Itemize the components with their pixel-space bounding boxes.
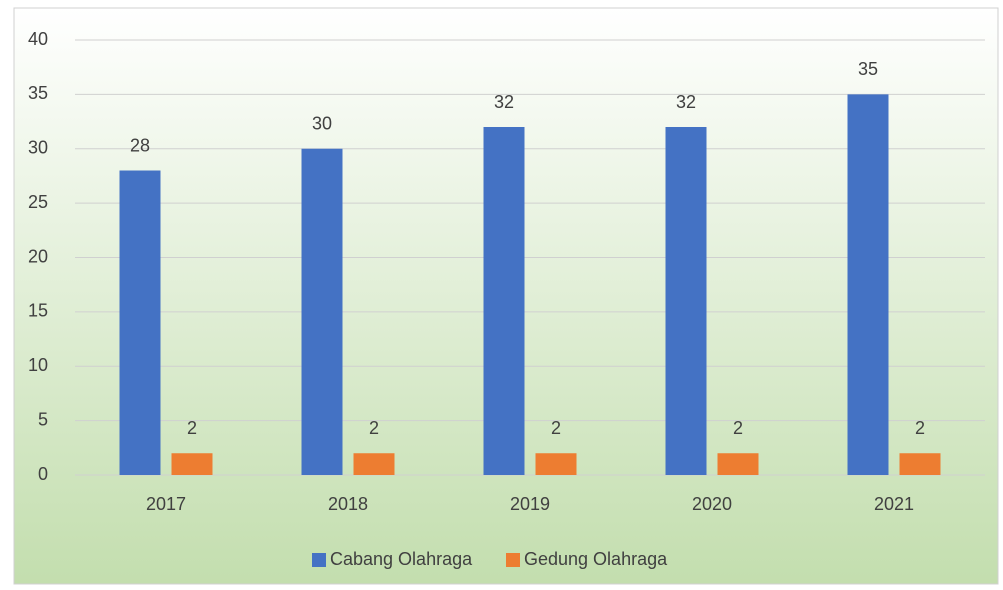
y-tick-label: 20	[28, 246, 48, 266]
data-label: 2	[733, 418, 743, 438]
x-tick-label: 2017	[146, 494, 186, 514]
y-tick-label: 5	[38, 409, 48, 429]
bar	[119, 170, 161, 475]
data-label: 35	[858, 59, 878, 79]
bar	[847, 94, 889, 475]
x-tick-label: 2018	[328, 494, 368, 514]
bar	[899, 453, 941, 475]
legend-swatch	[312, 553, 326, 567]
legend-label: Gedung Olahraga	[524, 549, 668, 569]
bar	[353, 453, 395, 475]
bar	[535, 453, 577, 475]
legend-swatch	[506, 553, 520, 567]
data-label: 30	[312, 114, 332, 134]
y-tick-label: 25	[28, 192, 48, 212]
y-tick-label: 35	[28, 83, 48, 103]
bar	[717, 453, 759, 475]
data-label: 28	[130, 135, 150, 155]
y-tick-label: 15	[28, 301, 48, 321]
y-tick-label: 10	[28, 355, 48, 375]
data-label: 2	[187, 418, 197, 438]
x-tick-label: 2020	[692, 494, 732, 514]
data-label: 2	[551, 418, 561, 438]
data-label: 2	[915, 418, 925, 438]
legend-label: Cabang Olahraga	[330, 549, 473, 569]
data-label: 2	[369, 418, 379, 438]
x-tick-label: 2021	[874, 494, 914, 514]
data-label: 32	[494, 92, 514, 112]
y-tick-label: 0	[38, 464, 48, 484]
y-tick-label: 40	[28, 29, 48, 49]
bar	[483, 127, 525, 475]
data-label: 32	[676, 92, 696, 112]
x-tick-label: 2019	[510, 494, 550, 514]
y-tick-label: 30	[28, 138, 48, 158]
bar	[665, 127, 707, 475]
bar	[171, 453, 213, 475]
bar	[301, 148, 343, 475]
